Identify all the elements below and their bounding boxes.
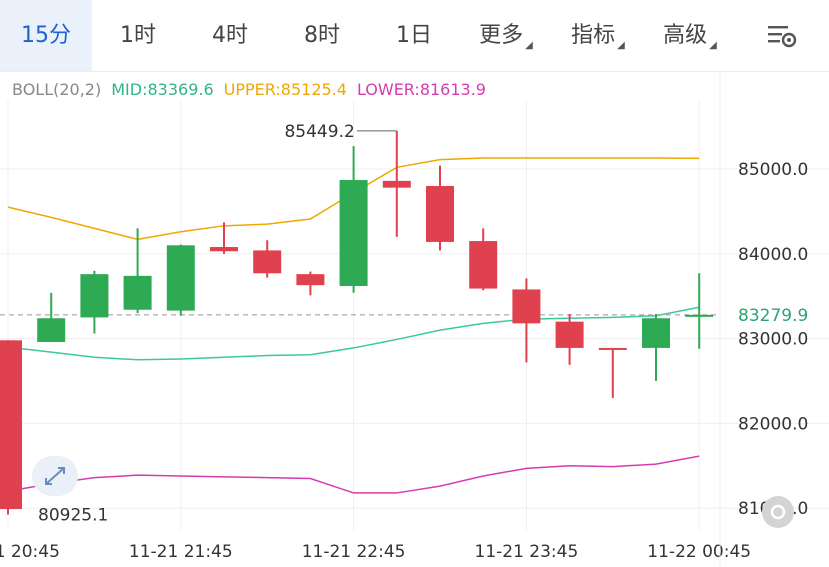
candle-body	[642, 318, 670, 348]
candle-body	[166, 245, 195, 311]
boll-name: BOLL(20,2)	[12, 80, 102, 99]
x-tick-label: 11-21 23:45	[475, 542, 579, 562]
tab-label: 指标	[571, 23, 616, 48]
y-tick-label: 84000.0	[738, 245, 808, 265]
dropdown-triangle-icon: ◢	[709, 40, 717, 51]
candle-body	[555, 321, 584, 348]
candle-body	[0, 340, 22, 510]
expand-button[interactable]	[32, 456, 78, 496]
tab-4h[interactable]: 4时	[184, 0, 276, 71]
boll-mid-line	[7, 306, 700, 361]
tab-label: 1时	[120, 23, 156, 48]
chart-settings-button[interactable]	[762, 496, 794, 528]
chart-settings-icon[interactable]	[766, 22, 798, 50]
y-tick-label: 85000.0	[738, 160, 808, 180]
candle-body	[685, 314, 714, 317]
tab-label: 8时	[304, 23, 340, 48]
x-tick-label: 11-21 20:45	[0, 542, 60, 562]
tab-15min[interactable]: 15分	[0, 0, 92, 71]
tab-more[interactable]: 更多 ◢	[460, 0, 552, 71]
expand-icon	[45, 467, 65, 485]
min-price-label: 80925.1	[38, 506, 108, 526]
dropdown-triangle-icon: ◢	[525, 40, 533, 51]
tab-1h[interactable]: 1时	[92, 0, 184, 71]
tab-label: 1日	[396, 23, 432, 48]
boll-lower-line	[7, 455, 700, 494]
candle-body	[382, 180, 411, 188]
y-tick-label: 83000.0	[738, 330, 808, 350]
tab-label: 15分	[21, 23, 71, 48]
current-price-label: 83279.9	[738, 306, 808, 326]
tab-label: 高级	[663, 23, 708, 48]
timeframe-tab-bar: 15分 1时 4时 8时 1日 更多 ◢ 指标 ◢ 高级 ◢	[0, 0, 829, 72]
tab-label: 4时	[212, 23, 248, 48]
candle-body	[598, 347, 627, 350]
tab-8h[interactable]: 8时	[276, 0, 368, 71]
candle-body	[469, 241, 498, 289]
x-tick-label: 11-22 00:45	[647, 542, 751, 562]
candle-body	[426, 185, 454, 242]
x-tick-label: 11-21 21:45	[129, 542, 233, 562]
candle-body	[296, 274, 325, 286]
boll-lower-value: LOWER:81613.9	[356, 80, 486, 99]
tab-label: 更多	[479, 23, 524, 48]
gear-icon	[770, 504, 786, 520]
x-tick-label: 11-21 22:45	[302, 542, 406, 562]
boll-mid-value: MID:83369.6	[111, 80, 214, 99]
candle-body	[210, 247, 238, 252]
dropdown-triangle-icon: ◢	[617, 40, 625, 51]
max-price-label: 85449.2	[284, 122, 354, 142]
candle-body	[123, 275, 152, 310]
tab-advanced[interactable]: 高级 ◢	[644, 0, 736, 71]
current-price-box	[728, 300, 829, 329]
tab-indicators[interactable]: 指标 ◢	[552, 0, 644, 71]
candle-body	[37, 318, 66, 342]
candle-body	[512, 289, 541, 324]
boll-indicator-bar: BOLL(20,2) MID:83369.6 UPPER:85125.4 LOWER:…	[12, 80, 496, 99]
candle-body	[80, 274, 109, 318]
tab-1d[interactable]: 1日	[368, 0, 460, 71]
candle-body	[253, 250, 282, 274]
y-tick-label: 82000.0	[738, 414, 808, 434]
candle-body	[339, 180, 368, 287]
boll-upper-value: UPPER:85125.4	[223, 80, 347, 99]
